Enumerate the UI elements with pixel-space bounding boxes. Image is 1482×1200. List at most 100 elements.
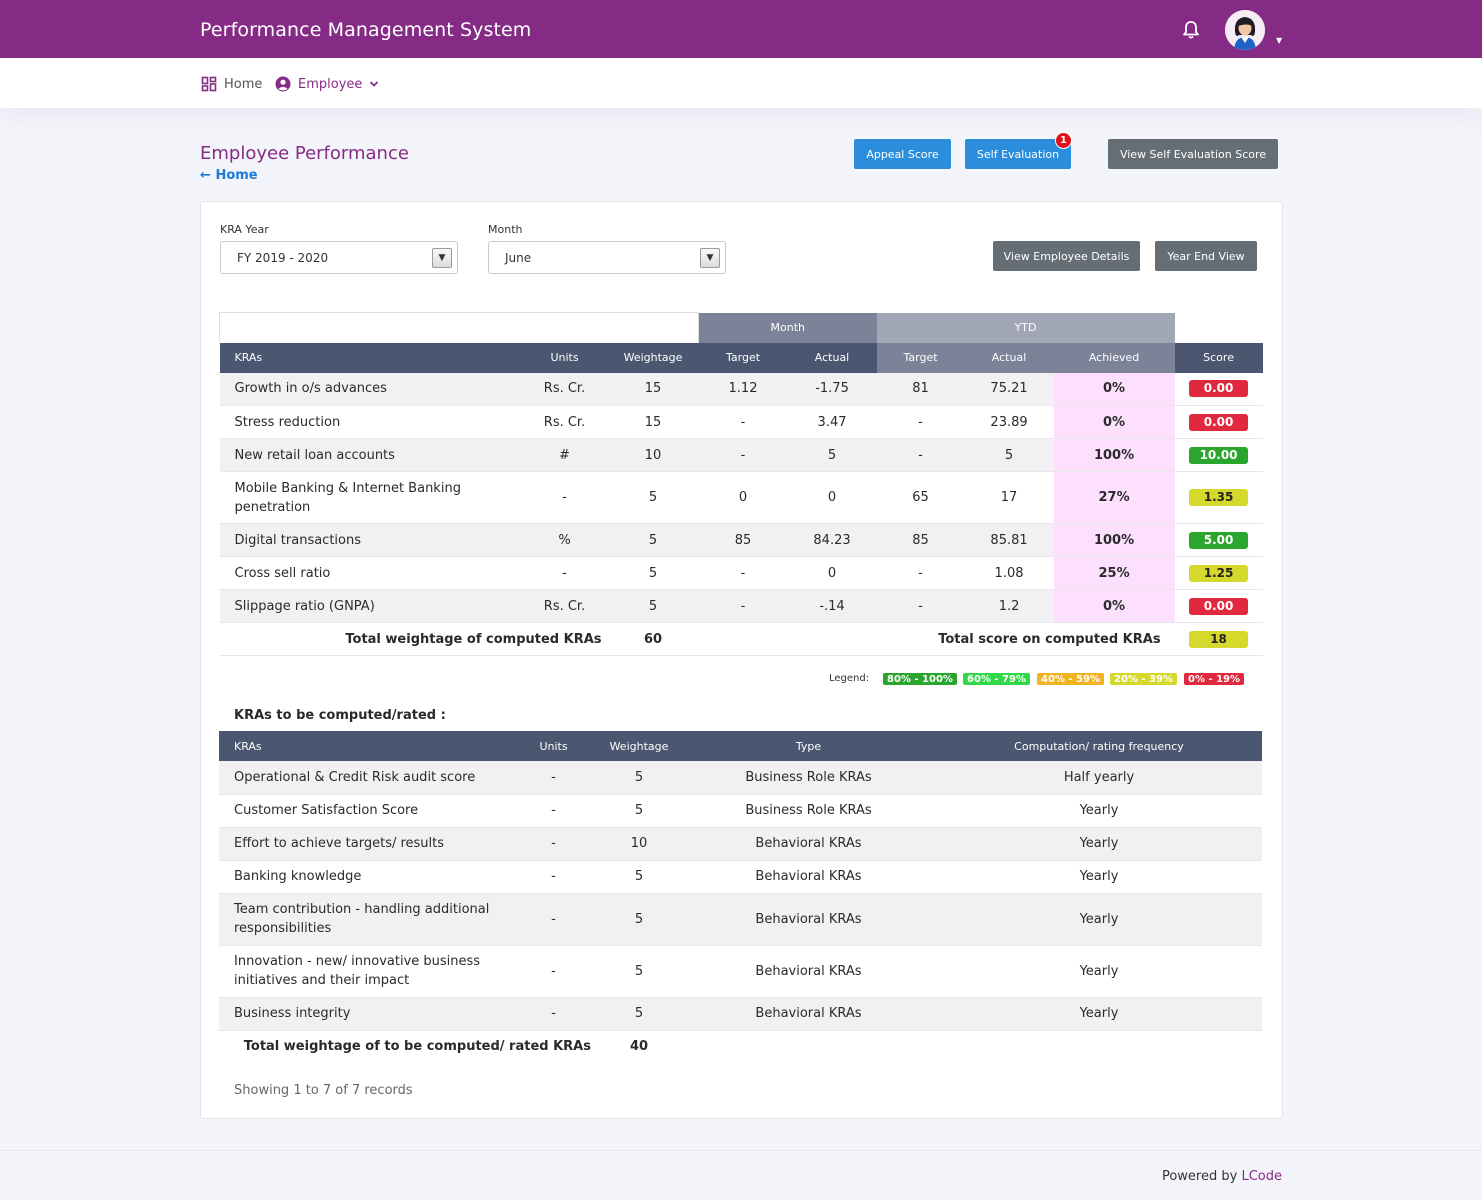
group-header-blank <box>218 312 700 343</box>
month-actual-cell: 84.23 <box>787 523 877 557</box>
brand-link[interactable]: LCode <box>1241 1169 1282 1184</box>
nav-home-label: Home <box>224 76 263 92</box>
total-spacer <box>681 1030 1262 1063</box>
col-month-target: Target <box>698 342 788 373</box>
month-actual-cell: 5 <box>787 438 877 472</box>
col-units: Units <box>510 731 597 761</box>
units-cell: - <box>521 556 608 590</box>
year-end-view-button[interactable]: Year End View <box>1155 241 1257 271</box>
user-circle-icon <box>275 76 291 92</box>
kra-name-cell: Innovation - new/ innovative business in… <box>219 945 510 998</box>
table-row: Business integrity -5 Behavioral KRAs Yearl… <box>219 997 1262 1031</box>
score-badge: 0.00 <box>1189 380 1249 398</box>
kra-name-cell: Mobile Banking & Internet Banking penetr… <box>219 471 522 524</box>
weightage-cell: 5 <box>597 860 681 894</box>
table-row: Digital transactions% 5 85 84.23 85 85.81 100%… <box>219 523 1263 557</box>
score-cell: 0.00 <box>1174 405 1263 439</box>
back-home-link[interactable]: ← Home <box>200 168 258 183</box>
frequency-cell: Half yearly <box>936 761 1262 795</box>
achieved-cell: 100% <box>1053 523 1175 557</box>
weightage-cell: 5 <box>597 893 681 946</box>
ytd-actual-cell: 17 <box>964 471 1054 524</box>
kra-name-cell: Operational & Credit Risk audit score <box>219 761 510 795</box>
col-month-actual: Actual <box>787 342 877 373</box>
weightage-cell: 15 <box>607 372 699 406</box>
frequency-cell: Yearly <box>936 945 1262 998</box>
score-badge: 10.00 <box>1189 446 1249 464</box>
group-header-spacer <box>1174 312 1263 343</box>
type-cell: Behavioral KRAs <box>681 827 936 861</box>
month-actual-cell: -.14 <box>787 589 877 623</box>
units-cell: - <box>510 945 597 998</box>
appeal-score-button[interactable]: Appeal Score <box>854 139 951 169</box>
achieved-cell: 0% <box>1053 405 1175 439</box>
notification-count-badge: 1 <box>1055 132 1072 149</box>
nav-home[interactable]: Home <box>201 76 262 92</box>
ytd-target-cell: - <box>876 589 965 623</box>
notification-bell-icon[interactable] <box>1182 20 1200 40</box>
ytd-target-cell: 85 <box>876 523 965 557</box>
total-row: Total weightage of computed KRAs 60 Total … <box>219 622 1263 656</box>
user-menu-caret-icon[interactable]: ▼ <box>1276 36 1283 45</box>
ytd-actual-cell: 23.89 <box>964 405 1054 439</box>
col-weightage: Weightage <box>597 731 681 761</box>
type-cell: Behavioral KRAs <box>681 860 936 894</box>
score-cell: 1.35 <box>1174 471 1263 524</box>
records-count: Showing 1 to 7 of 7 records <box>234 1083 413 1098</box>
kra-name-cell: Effort to achieve targets/ results <box>219 827 510 861</box>
back-home-label: Home <box>215 168 258 183</box>
nav-employee-label: Employee <box>298 76 363 92</box>
units-cell: - <box>510 893 597 946</box>
ytd-actual-cell: 75.21 <box>964 372 1054 406</box>
table-row: Banking knowledge -5 Behavioral KRAs Yearly <box>219 860 1262 894</box>
weightage-cell: 5 <box>607 556 699 590</box>
section-title-to-be-rated: KRAs to be computed/rated : <box>234 708 446 723</box>
frequency-cell: Yearly <box>936 893 1262 946</box>
score-badge: 0.00 <box>1189 597 1249 615</box>
legend-label: Legend: <box>829 673 870 684</box>
month-value: June <box>505 250 532 265</box>
footer: Powered by LCode <box>0 1150 1482 1200</box>
score-badge: 1.25 <box>1189 564 1249 582</box>
weightage-cell: 5 <box>607 589 699 623</box>
total-weightage-value: 60 <box>607 622 699 656</box>
dropdown-arrow-icon: ▼ <box>700 248 720 268</box>
units-cell: Rs. Cr. <box>521 589 608 623</box>
month-select[interactable]: June ▼ <box>488 241 726 274</box>
month-actual-cell: 0 <box>787 471 877 524</box>
month-target-cell: 85 <box>698 523 788 557</box>
total-weightage-label: Total weightage of computed KRAs <box>219 622 608 656</box>
kra-name-cell: Stress reduction <box>219 405 522 439</box>
user-avatar[interactable] <box>1225 10 1265 50</box>
weightage-cell: 15 <box>607 405 699 439</box>
kra-year-select[interactable]: FY 2019 - 2020 ▼ <box>220 241 458 274</box>
group-header-ytd: YTD <box>876 312 1175 343</box>
group-header-month: Month <box>698 312 877 343</box>
kra-name-cell: Slippage ratio (GNPA) <box>219 589 522 623</box>
nav-employee[interactable]: Employee <box>275 76 379 92</box>
ytd-target-cell: 81 <box>876 372 965 406</box>
month-actual-cell: -1.75 <box>787 372 877 406</box>
achieved-cell: 0% <box>1053 372 1175 406</box>
frequency-cell: Yearly <box>936 827 1262 861</box>
view-employee-details-button[interactable]: View Employee Details <box>993 241 1140 271</box>
total-score-badge: 18 <box>1189 630 1249 648</box>
dashboard-grid-icon <box>201 76 217 92</box>
score-badge: 1.35 <box>1189 489 1249 506</box>
kra-name-cell: Customer Satisfaction Score <box>219 794 510 828</box>
kra-name-cell: Growth in o/s advances <box>219 372 522 406</box>
ytd-target-cell: 65 <box>876 471 965 524</box>
col-score: Score <box>1174 342 1263 373</box>
table-row: Effort to achieve targets/ results -10 Beh… <box>219 827 1262 861</box>
view-self-evaluation-score-button[interactable]: View Self Evaluation Score <box>1108 139 1278 169</box>
achieved-cell: 0% <box>1053 589 1175 623</box>
type-cell: Business Role KRAs <box>681 761 936 795</box>
table-row: Stress reduction Rs. Cr. 15-3.47-23.89 0% 0.… <box>219 405 1263 439</box>
legend-chip: 0% - 19% <box>1183 672 1246 686</box>
kras-to-be-rated-table: KRAs Units Weightage Type Computation/ r… <box>219 731 1262 1063</box>
self-evaluation-button[interactable]: Self Evaluation <box>965 139 1071 169</box>
col-type: Type <box>681 731 936 761</box>
kra-name-cell: Team contribution - handling additional … <box>219 893 510 946</box>
weightage-cell: 5 <box>597 761 681 795</box>
weightage-cell: 10 <box>607 438 699 472</box>
